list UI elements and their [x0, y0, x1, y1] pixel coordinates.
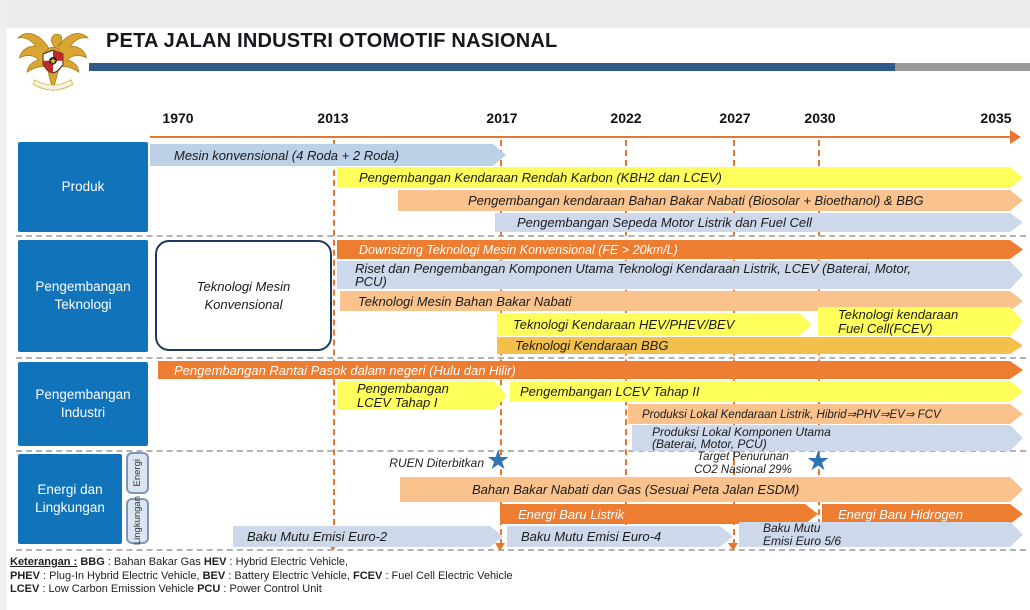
- sidebar-item-pengembangan-teknologi: Pengembangan Teknologi: [18, 240, 148, 352]
- legend-abbr: PCU: [197, 583, 221, 595]
- target-co2-line1: Target Penurunan: [697, 451, 789, 463]
- year-label-2017: 2017: [486, 110, 518, 126]
- milestone-star-icon: ★: [486, 445, 511, 475]
- bar-lcev-tahap2: Pengembangan LCEV Tahap II: [510, 381, 1023, 402]
- target-co2-line2: CO2 Nasional 29%: [694, 464, 792, 476]
- riset-line1: Riset dan Pengembangan Komponen Utama Te…: [355, 260, 911, 276]
- bar-teknologi-mesin-bbn: Teknologi Mesin Bahan Bakar Nabati: [340, 291, 1023, 311]
- section-divider: [16, 235, 1026, 237]
- legend-desc: : Battery Electric Vehicle,: [225, 569, 353, 582]
- legend-desc: : Fuel Cell Electric Vehicle: [382, 569, 513, 582]
- legend-desc: : Bahan Bakar Gas: [104, 556, 204, 568]
- bar-teknologi-fuel-cell: Teknologi kendaraan Fuel Cell(FCEV): [818, 307, 1023, 336]
- year-label-2013: 2013: [317, 110, 349, 126]
- legend-abbr: PHEV: [10, 569, 40, 582]
- bar-bahan-bakar-nabati-gas: Bahan Bakar Nabati dan Gas (Sesuai Peta …: [400, 477, 1023, 502]
- bar-riset-komponen-utama-text: Riset dan Pengembangan Komponen Utama Te…: [355, 262, 911, 289]
- bar-baku-mutu-euro4: Baku Mutu Emisi Euro-4: [507, 526, 733, 547]
- bar-teknologi-bbg: Teknologi Kendaraan BBG: [497, 337, 1023, 354]
- legend-desc: : Low Carbon Emission Vehicle: [39, 583, 198, 595]
- viewer-top-edge: [0, 0, 1030, 28]
- milestone-star-icon: ★: [806, 446, 831, 476]
- tab-lingkungan: Lingkungan: [126, 496, 149, 546]
- header-rule-grey: [895, 63, 1030, 71]
- bar-baku-mutu-euro2: Baku Mutu Emisi Euro-2: [233, 526, 503, 547]
- legend-desc: : Power Control Unit: [220, 583, 322, 595]
- legend-line3: LCEV : Low Carbon Emission Vehicle PCU :…: [10, 583, 513, 597]
- timeline-arrowhead-icon: [1010, 130, 1021, 144]
- legend-abbr: LCEV: [10, 583, 40, 595]
- timeline-axis: [150, 136, 1012, 138]
- bar-mesin-konvensional: Mesin konvensional (4 Roda + 2 Roda): [150, 144, 506, 166]
- tab-energi: Energi: [126, 452, 149, 494]
- legend-line1: Keterangan : BBG : Bahan Bakar Gas HEV :…: [10, 556, 513, 570]
- gridline-2017-arrow-icon: [495, 543, 505, 551]
- euro56-line1: Baku Mutu: [763, 521, 821, 535]
- box-teknologi-mesin-konvensional: Teknologi Mesin Konvensional: [155, 240, 332, 351]
- year-label-2030: 2030: [804, 110, 836, 126]
- viewer-left-edge: [0, 0, 7, 610]
- bar-rantai-pasok: Pengembangan Rantai Pasok dalam negeri (…: [158, 361, 1023, 379]
- year-label-2027: 2027: [719, 110, 751, 126]
- tab-energi-label: Energi: [132, 459, 143, 487]
- bar-lcev-tahap1: Pengembangan LCEV Tahap I: [337, 381, 507, 410]
- tab-lingkungan-label: Lingkungan: [132, 496, 143, 546]
- bar-energi-baru-hidrogen: Energi Baru Hidrogen: [822, 504, 1023, 524]
- bar-baku-mutu-euro56: Baku Mutu Emisi Euro 5/6: [739, 522, 1023, 547]
- fuel-cell-line2: Fuel Cell(FCEV): [838, 320, 933, 336]
- bar-lcev-tahap1-text: Pengembangan LCEV Tahap I: [357, 382, 449, 409]
- bar-bahan-bakar-nabati-bbg: Pengembangan kendaraan Bahan Bakar Nabat…: [398, 190, 1023, 211]
- legend-title: Keterangan :: [10, 556, 78, 568]
- header-rule-blue: [89, 63, 895, 71]
- year-label-2035: 2035: [980, 110, 1012, 126]
- milestone-ruen-label: RUEN Diterbitkan: [389, 456, 484, 470]
- komponen-line1: Produksi Lokal Komponen Utama: [652, 424, 831, 439]
- bar-kendaraan-rendah-karbon: Pengembangan Kendaraan Rendah Karbon (KB…: [337, 167, 1023, 188]
- euro56-line2: Emisi Euro 5/6: [763, 533, 842, 548]
- tahap1-line2: LCEV Tahap I: [357, 394, 438, 410]
- bar-sepeda-motor-listrik: Pengembangan Sepeda Motor Listrik dan Fu…: [495, 213, 1023, 232]
- legend-desc: : Plug-In Hybrid Electric Vehicle,: [39, 569, 203, 582]
- bar-energi-baru-listrik: Energi Baru Listrik: [500, 504, 818, 524]
- gridline-2013: [333, 140, 335, 545]
- legend: Keterangan : BBG : Bahan Bakar Gas HEV :…: [10, 556, 513, 597]
- gridline-2027-arrow-icon: [728, 543, 738, 551]
- page-title: PETA JALAN INDUSTRI OTOMOTIF NASIONAL: [106, 30, 558, 52]
- bar-produksi-lokal-komponen: Produksi Lokal Komponen Utama (Baterai, …: [632, 425, 1023, 451]
- fuel-cell-line1: Teknologi kendaraan: [838, 307, 959, 322]
- milestone-target-co2-label: Target Penurunan CO2 Nasional 29%: [686, 451, 800, 477]
- legend-abbr: BBG: [80, 556, 105, 568]
- garuda-pancasila-icon: [16, 33, 90, 92]
- section-divider: [16, 450, 1026, 452]
- box-teknologi-mesin-konvensional-label: Teknologi Mesin Konvensional: [196, 278, 291, 312]
- legend-desc: : Hybrid Electric Vehicle,: [226, 556, 349, 568]
- bar-teknologi-hev-phev-bev: Teknologi Kendaraan HEV/PHEV/BEV: [497, 313, 812, 336]
- bar-downsizing-mesin-konvensional: Downsizing Teknologi Mesin Konvensional …: [337, 240, 1023, 259]
- komponen-line2: (Baterai, Motor, PCU): [652, 437, 767, 451]
- sidebar-item-energi-lingkungan: Energi dan Lingkungan: [18, 454, 122, 544]
- bar-teknologi-fuel-cell-text: Teknologi kendaraan Fuel Cell(FCEV): [838, 308, 958, 335]
- bar-baku-mutu-euro56-text: Baku Mutu Emisi Euro 5/6: [763, 522, 841, 547]
- section-divider: [16, 357, 1026, 359]
- sidebar-item-pengembangan-industri: Pengembangan Industri: [18, 362, 148, 446]
- legend-abbr: FCEV: [353, 569, 383, 582]
- bar-produksi-lokal-kendaraan-listrik: Produksi Lokal Kendaraan Listrik, Hibrid…: [628, 404, 1023, 424]
- gridline-2013-arrow-icon: [328, 543, 338, 551]
- bar-riset-komponen-utama: Riset dan Pengembangan Komponen Utama Te…: [337, 261, 1023, 289]
- year-label-1970: 1970: [162, 110, 194, 126]
- legend-abbr: BEV: [202, 569, 226, 582]
- legend-line2: PHEV : Plug-In Hybrid Electric Vehicle, …: [10, 570, 513, 584]
- riset-line2: PCU): [355, 274, 387, 289]
- sidebar-item-produk: Produk: [18, 142, 148, 232]
- tahap1-line1: Pengembangan: [357, 381, 449, 396]
- legend-abbr: HEV: [203, 556, 227, 568]
- bar-produksi-lokal-komponen-text: Produksi Lokal Komponen Utama (Baterai, …: [652, 426, 831, 451]
- section-divider: [16, 549, 1026, 551]
- year-label-2022: 2022: [610, 110, 642, 126]
